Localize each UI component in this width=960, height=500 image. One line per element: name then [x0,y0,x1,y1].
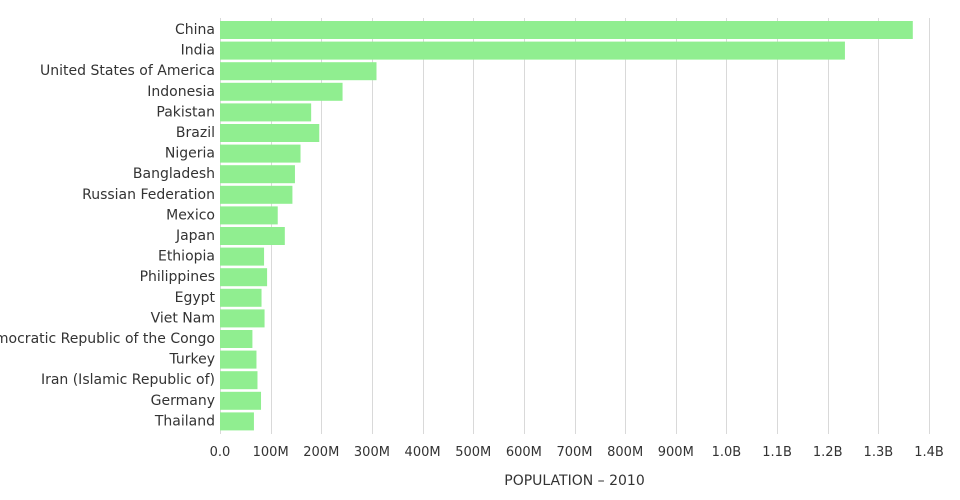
category-label: Ethiopia [158,249,215,265]
category-label: India [181,43,215,59]
category-label: United States of America [40,63,215,79]
bar [220,185,293,204]
category-label: Japan [175,228,215,244]
bar [220,144,301,163]
bar [220,371,258,390]
x-tick-label: 400M [405,445,441,460]
bar [220,350,257,369]
x-tick-label: 300M [354,445,390,460]
category-label: Pakistan [156,104,215,120]
bar [220,21,913,39]
bar [220,227,285,245]
category-label: Nigeria [165,146,215,162]
category-label: Democratic Republic of the Congo [0,331,215,347]
bar [220,62,377,81]
bars [220,21,913,431]
x-tick-label: 0.0 [210,445,231,460]
x-tick-labels: 0.0 100M 200M 300M 400M 500M 600M 700M 800M 900M 1… [210,445,944,460]
category-labels: China India United States of America Indone… [0,22,215,429]
x-tick-label: 100M [253,445,289,460]
category-label: Turkey [168,352,215,368]
category-label: Thailand [154,413,215,429]
x-tick-label: 1.4B [914,445,944,460]
bar [220,412,254,431]
x-tick-label: 700M [556,445,592,460]
x-tick-label: 1.1B [762,445,792,460]
bar [220,247,265,266]
bar [220,103,312,122]
category-label: Brazil [176,125,215,141]
category-label: Indonesia [147,84,215,100]
bar [220,288,262,307]
bar [220,206,278,225]
x-tick-label: 500M [455,445,491,460]
x-tick-label: 1.2B [813,445,843,460]
category-label: Germany [151,393,215,409]
category-label: Bangladesh [133,166,215,182]
bar [220,124,320,142]
x-tick-label: 1.0B [712,445,742,460]
x-tick-label: 600M [506,445,542,460]
x-tick-label: 800M [607,445,643,460]
bar [220,330,253,348]
x-tick-label: 200M [303,445,339,460]
bar [220,165,295,184]
category-label: Russian Federation [82,187,215,203]
x-tick-label: 1.3B [864,445,894,460]
bar [220,309,265,328]
x-tick-label: 900M [658,445,694,460]
bar [220,391,262,410]
x-axis-title: POPULATION – 2010 [504,473,644,489]
category-label: Viet Nam [151,310,215,326]
grid-lines [220,18,930,434]
bar [220,82,343,101]
category-label: China [175,22,215,38]
bar [220,41,845,60]
category-label: Mexico [166,207,215,223]
category-label: Philippines [140,269,215,285]
category-label: Egypt [175,290,216,306]
category-label: Iran (Islamic Republic of) [41,372,215,388]
bar [220,268,268,287]
